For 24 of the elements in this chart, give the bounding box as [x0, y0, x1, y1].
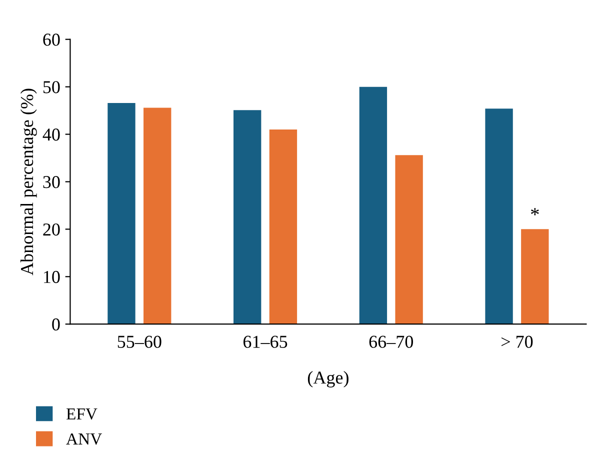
bar: [144, 108, 172, 324]
y-tick-label: 0: [52, 318, 60, 331]
x-axis-title: (Age): [308, 371, 348, 388]
legend-label: EFV: [66, 408, 98, 420]
bar: [359, 86, 388, 324]
bar: [485, 108, 513, 324]
bar: [269, 130, 298, 324]
legend-label: ANV: [66, 433, 102, 445]
y-tick-label: 20: [43, 223, 60, 236]
y-tick-label: 60: [43, 34, 60, 46]
y-tick-label: 10: [44, 270, 60, 284]
bar: [521, 229, 549, 324]
bar: [395, 155, 423, 324]
x-tick-label: > 70: [502, 336, 533, 348]
bar: [233, 110, 262, 324]
bar: [108, 102, 136, 324]
y-tick-label: 30: [43, 176, 60, 188]
y-axis-title: Abnormal percentage (%): [20, 88, 37, 276]
annotation: *: [531, 208, 539, 216]
x-tick-label: 66–70: [369, 336, 414, 348]
x-tick-label: 55–60: [118, 336, 162, 348]
y-tick-label: 50: [43, 81, 60, 94]
y-tick-label: 40: [42, 128, 60, 141]
x-tick-label: 61–65: [243, 336, 288, 348]
